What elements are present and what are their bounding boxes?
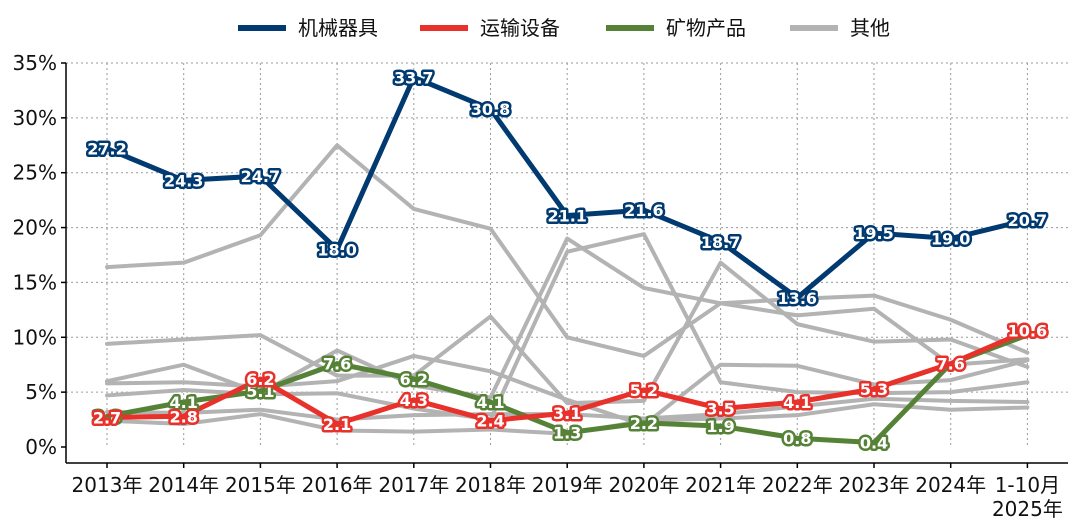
data-label: 1.3 — [553, 424, 581, 443]
data-label: 7.6 — [323, 355, 351, 374]
x-tick-label: 2015年 — [225, 473, 296, 497]
data-label: 19.0 — [931, 230, 970, 249]
x-tick-label-line: 2016年 — [302, 473, 373, 497]
data-label: 2.7 — [93, 408, 121, 427]
x-tick-label-line: 2020年 — [608, 473, 679, 497]
series-line-机械器具 — [104, 74, 1030, 301]
x-tick-label: 2013年 — [72, 473, 143, 497]
data-label: 5.1 — [246, 382, 274, 401]
x-tick-label-line: 2014年 — [148, 473, 219, 497]
y-tick-label: 15% — [13, 270, 57, 294]
y-tick-label: 35% — [13, 51, 57, 75]
series-line-other — [105, 143, 1030, 358]
x-tick-label-line: 2021年 — [685, 473, 756, 497]
series-line-矿物产品 — [104, 332, 1030, 446]
y-tick-label: 25% — [13, 161, 57, 185]
x-tick-label: 2018年 — [455, 473, 526, 497]
data-label: 18.0 — [317, 241, 356, 260]
data-label: 4.1 — [170, 393, 198, 412]
x-tick-label-line: 2018年 — [455, 473, 526, 497]
data-label: 24.3 — [164, 171, 203, 190]
legend-label: 其他 — [850, 16, 890, 40]
data-label: 4.1 — [783, 393, 811, 412]
data-label: 27.2 — [87, 140, 126, 159]
data-label: 33.7 — [394, 68, 433, 87]
x-tick-label: 2024年 — [915, 473, 986, 497]
x-tick-label-line: 2023年 — [839, 473, 910, 497]
data-label: 10.6 — [1008, 322, 1047, 341]
x-tick-label: 1-10月 2025年 — [992, 473, 1063, 521]
legend: 机械器具 运输设备 矿物产品 其他 — [238, 16, 890, 40]
data-label: 2.2 — [630, 414, 658, 433]
x-tick-label-line: 2019年 — [532, 473, 603, 497]
y-tick-label: 5% — [25, 380, 57, 404]
x-tick-label-line: 2017年 — [378, 473, 449, 497]
x-tick-label-line: 2022年 — [762, 473, 833, 497]
y-tick-label: 20% — [13, 216, 57, 240]
x-tick-label-line: 1-10月 — [995, 473, 1060, 497]
x-tick-label-line: 2025年 — [992, 497, 1063, 521]
data-label: 2.1 — [323, 415, 351, 434]
data-label: 5.2 — [630, 381, 658, 400]
legend-label: 机械器具 — [298, 16, 378, 40]
data-label: 0.4 — [860, 434, 888, 453]
data-label: 2.8 — [170, 407, 198, 426]
data-label: 30.8 — [471, 100, 510, 119]
legend-label: 运输设备 — [480, 16, 560, 40]
data-label: 2.8 — [93, 407, 121, 426]
x-tick-label: 2016年 — [302, 473, 373, 497]
series-line-other — [105, 260, 1030, 406]
data-label: 13.6 — [778, 289, 817, 308]
series-line-运输设备 — [104, 328, 1030, 427]
data-label: 21.6 — [624, 201, 663, 220]
y-tick-label: 30% — [13, 106, 57, 130]
data-label: 2.4 — [476, 412, 504, 431]
data-label: 19.5 — [854, 224, 893, 243]
x-tick-label: 2019年 — [532, 473, 603, 497]
x-tick-label: 2022年 — [762, 473, 833, 497]
x-tick-label: 2023年 — [839, 473, 910, 497]
data-label: 0.8 — [783, 429, 811, 448]
y-tick-label: 10% — [13, 325, 57, 349]
data-label: 5.3 — [860, 380, 888, 399]
data-label: 4.1 — [476, 393, 504, 412]
data-label: 3.1 — [553, 404, 581, 423]
data-label: 18.7 — [701, 233, 740, 252]
y-tick-label: 0% — [25, 435, 57, 459]
data-label: 7.6 — [937, 355, 965, 374]
data-label: 3.5 — [706, 400, 734, 419]
x-tick-label: 2020年 — [608, 473, 679, 497]
x-tick-label: 2014年 — [148, 473, 219, 497]
data-label: 24.7 — [241, 167, 280, 186]
x-tick-label-line: 2015年 — [225, 473, 296, 497]
x-tick-label-line: 2024年 — [915, 473, 986, 497]
series-line-other — [105, 353, 1030, 428]
x-tick-label-line: 2013年 — [72, 473, 143, 497]
series-line-other — [105, 232, 1030, 422]
data-label: 1.9 — [706, 417, 734, 436]
data-label: 6.2 — [400, 370, 428, 389]
x-tick-label: 2017年 — [378, 473, 449, 497]
x-tick-label: 2021年 — [685, 473, 756, 497]
data-label: 21.1 — [547, 207, 586, 226]
legend-label: 矿物产品 — [666, 16, 746, 40]
data-label: 4.3 — [400, 391, 428, 410]
data-label: 6.2 — [246, 370, 274, 389]
data-label: 20.7 — [1008, 211, 1047, 230]
